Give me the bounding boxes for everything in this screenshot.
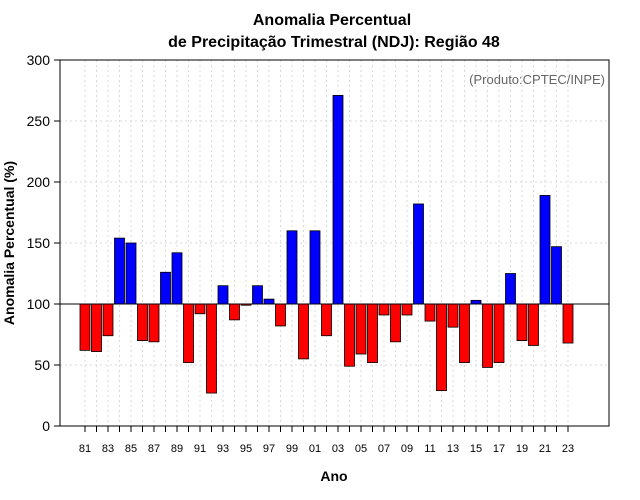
y-tick-label: 0 <box>42 418 50 434</box>
bar-07 <box>378 303 390 316</box>
x-tick-label: 11 <box>424 443 435 455</box>
x-tick-label: 09 <box>401 443 413 455</box>
y-axis: 0 50 100 150 200 250 300 <box>27 52 60 434</box>
bar-91 <box>194 303 206 315</box>
chart-title: Anomalia Percentual <box>253 12 411 29</box>
x-tick-label: 89 <box>171 443 183 455</box>
bar-94 <box>229 303 240 321</box>
bar-92 <box>206 303 217 394</box>
bar-97 <box>263 298 275 305</box>
bar-98 <box>275 303 286 327</box>
x-tick-label: 91 <box>194 443 206 455</box>
y-tick-label: 100 <box>27 296 51 312</box>
x-tick-label: 93 <box>217 443 229 455</box>
x-tick-label: 15 <box>470 443 482 455</box>
bar-18 <box>505 273 516 305</box>
bar-02 <box>321 303 332 337</box>
y-tick-label: 50 <box>34 357 50 373</box>
bar-20 <box>528 303 539 346</box>
bar-11 <box>424 303 436 322</box>
bar-21 <box>539 195 551 305</box>
bars <box>79 94 574 394</box>
bar-12 <box>436 303 447 392</box>
x-tick-label: 03 <box>332 443 344 455</box>
x-tick-label: 87 <box>148 443 160 455</box>
grid <box>60 59 609 427</box>
x-tick-label: 21 <box>539 443 551 455</box>
bar-19 <box>516 303 528 341</box>
bar-04 <box>344 303 355 367</box>
x-tick-label: 13 <box>447 443 459 455</box>
x-tick-label: 23 <box>562 443 574 455</box>
bar-03 <box>332 94 344 305</box>
x-tick-label: 99 <box>286 443 298 455</box>
x-tick-label: 05 <box>355 443 367 455</box>
bar-08 <box>390 303 401 343</box>
bar-82 <box>91 303 102 352</box>
x-tick-label: 85 <box>125 443 137 455</box>
bar-99 <box>286 230 298 305</box>
x-tick-label: 83 <box>102 443 114 455</box>
x-axis-title: Ano <box>320 468 347 484</box>
bar-01 <box>309 230 321 305</box>
x-tick-label: 17 <box>493 443 505 455</box>
x-tick-label: 19 <box>516 443 528 455</box>
y-tick-label: 150 <box>27 235 51 251</box>
x-tick-label: 01 <box>309 443 321 455</box>
bar-86 <box>137 303 148 341</box>
bar-85 <box>125 242 137 305</box>
bar-09 <box>401 303 413 316</box>
bar-15 <box>470 299 482 305</box>
bar-83 <box>102 303 114 337</box>
bar-00 <box>298 303 309 360</box>
credit-text: (Produto:CPTEC/INPE) <box>469 72 605 87</box>
bar-90 <box>183 303 194 363</box>
x-tick-label: 07 <box>378 443 390 455</box>
bar-06 <box>367 303 378 363</box>
bar-22 <box>551 246 562 305</box>
bar-14 <box>459 303 470 363</box>
x-tick-label: 95 <box>240 443 252 455</box>
bar-88 <box>160 271 171 305</box>
bar-84 <box>114 237 125 305</box>
y-tick-label: 200 <box>27 174 51 190</box>
x-tick-label: 97 <box>263 443 275 455</box>
bar-10 <box>413 203 424 305</box>
y-tick-label: 250 <box>27 113 51 129</box>
bar-17 <box>493 303 505 363</box>
x-axis: 81 83 85 87 89 91 93 95 97 99 01 03 05 07 09 11 13 15 17 19… <box>79 426 574 455</box>
bar-87 <box>148 303 160 343</box>
bar-05 <box>355 303 367 355</box>
chart-subtitle: de Precipitação Trimestral (NDJ): Região… <box>168 34 500 51</box>
bar-93 <box>217 285 229 305</box>
y-axis-title: Anomalia Percentual (%) <box>1 161 17 325</box>
bar-89 <box>171 252 183 305</box>
bar-23 <box>562 303 574 344</box>
bar-16 <box>482 303 493 368</box>
y-tick-label: 300 <box>27 52 51 68</box>
bar-96 <box>252 285 263 305</box>
x-tick-label: 81 <box>79 443 91 455</box>
bar-81 <box>79 303 91 351</box>
bar-13 <box>447 303 459 328</box>
